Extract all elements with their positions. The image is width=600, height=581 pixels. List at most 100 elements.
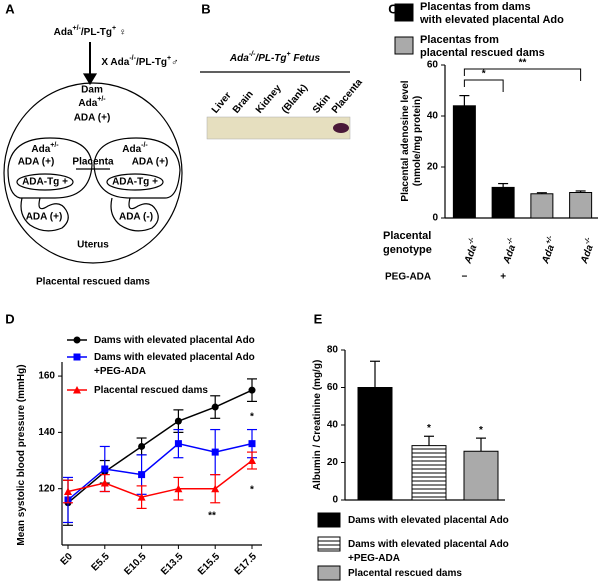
significance-label: * xyxy=(250,485,254,496)
legend-label: Placental rescued dams xyxy=(94,385,208,396)
treatment-value: + xyxy=(500,272,506,283)
text-part: Ada xyxy=(31,144,50,155)
legend-label: Dams with elevated placental Ado +PEG-AD… xyxy=(94,352,255,377)
data-point xyxy=(248,386,256,394)
text-part: /PL-Tg xyxy=(254,53,286,64)
genotype-label: Ada-/- xyxy=(461,236,482,266)
legend-label: Dams with elevated placental Ado +PEG-AD… xyxy=(348,539,509,564)
superscript: + xyxy=(112,25,116,32)
data-point xyxy=(174,440,182,448)
bar xyxy=(357,387,393,501)
y-tick-label: 20 xyxy=(427,162,439,173)
data-point xyxy=(137,493,146,501)
genotype-label: Ada-/- xyxy=(500,236,521,266)
y-tick-label: 140 xyxy=(38,427,55,438)
superscript: +/- xyxy=(50,142,59,149)
data-point xyxy=(211,484,220,493)
y-axis-label: Placental adenosine level (nmole/mg prot… xyxy=(400,80,423,202)
genotype-label: Ada+/- xyxy=(538,234,559,265)
significance-label: ** xyxy=(519,58,527,69)
legend-marker xyxy=(73,353,81,361)
data-point xyxy=(138,442,146,450)
lane-label: Placenta xyxy=(330,77,365,116)
text-part: Ada xyxy=(501,243,518,266)
series-line xyxy=(67,389,253,504)
placenta-ada: ADA (+) xyxy=(18,157,55,168)
legend-label: Dams with elevated placental Ado xyxy=(348,515,509,526)
superscript: +/- xyxy=(73,25,82,32)
fetus-ada: ADA (-) xyxy=(119,212,153,223)
placenta-ada: ADA (+) xyxy=(132,157,169,168)
text-part: ♀ xyxy=(116,27,126,38)
bar xyxy=(530,193,554,219)
treatment-title: PEG-ADA xyxy=(385,272,431,283)
legend-swatch xyxy=(317,512,341,528)
data-point xyxy=(100,479,109,487)
cross-male: X Ada-/-/PL-Tg+♂ xyxy=(101,55,178,67)
bar xyxy=(411,445,447,501)
placenta-genotype: Ada+/- xyxy=(31,142,59,154)
text-part: /PL-Tg xyxy=(136,57,167,68)
treatment-value: − xyxy=(461,272,467,283)
y-axis-label: Mean systolic blood pressure (mmHg) xyxy=(16,364,27,546)
text-part: Ada xyxy=(229,53,249,64)
legend-marker xyxy=(73,386,81,394)
superscript: +/- xyxy=(545,234,555,245)
panel-label: B xyxy=(201,1,210,16)
bar xyxy=(569,192,593,219)
lane-label: Kidney xyxy=(254,83,284,116)
lane-label: Brain xyxy=(231,89,256,116)
significance-bracket xyxy=(463,79,504,92)
placenta-genotype: Ada-/- xyxy=(122,142,148,154)
placenta-label: Placenta xyxy=(72,157,114,168)
superscript: -/- xyxy=(506,236,515,245)
lane-label: Liver xyxy=(210,90,234,115)
series-line xyxy=(67,442,253,501)
data-point xyxy=(138,471,146,479)
series-line xyxy=(67,459,253,498)
significance-bracket xyxy=(463,68,582,81)
text-part: Ada xyxy=(78,98,97,109)
data-point xyxy=(211,448,219,456)
significance-label: * xyxy=(250,412,254,423)
x-tick-label: E17.5 xyxy=(233,551,260,578)
panel-label: A xyxy=(5,1,15,16)
superscript: -/- xyxy=(468,236,477,245)
blot-heading: Ada-/-/PL-Tg+ Fetus xyxy=(229,51,321,63)
legend-label: Placental rescued dams xyxy=(348,568,462,579)
superscript: + xyxy=(167,55,171,62)
bar xyxy=(452,105,476,219)
data-point xyxy=(211,403,219,411)
transgene: ADA-Tg + xyxy=(22,177,68,188)
panel-label: C xyxy=(388,1,398,16)
legend-swatch xyxy=(394,3,414,22)
text-part: ♂ xyxy=(171,57,179,68)
lane-label: Skin xyxy=(311,92,333,115)
data-point xyxy=(248,456,256,465)
y-tick-label: 0 xyxy=(432,213,438,224)
text-part: /PL-Tg xyxy=(81,27,112,38)
x-tick-label: E5.5 xyxy=(89,551,112,574)
fetus-ada: ADA (+) xyxy=(26,212,63,223)
y-tick-label: 20 xyxy=(327,457,339,468)
data-point xyxy=(174,417,182,425)
x-tick-label: E10.5 xyxy=(122,551,149,578)
bar xyxy=(491,186,515,219)
y-tick-label: 160 xyxy=(38,371,55,382)
text-part: X Ada xyxy=(101,57,129,68)
y-tick-label: 120 xyxy=(38,483,55,494)
text-part: Ada xyxy=(122,144,141,155)
text-part: Ada xyxy=(462,243,479,266)
superscript: + xyxy=(287,51,291,58)
y-tick-label: 40 xyxy=(427,111,439,122)
dam-genotype: Ada+/- xyxy=(78,96,106,108)
y-tick-label: 80 xyxy=(327,345,339,356)
x-tick-label: E0 xyxy=(59,551,76,568)
legend-label: Dams with elevated placental Ado xyxy=(94,335,255,346)
data-point xyxy=(64,487,72,496)
x-tick-label: E15.5 xyxy=(196,551,223,578)
legend-marker xyxy=(73,336,81,344)
superscript: -/- xyxy=(129,55,136,62)
